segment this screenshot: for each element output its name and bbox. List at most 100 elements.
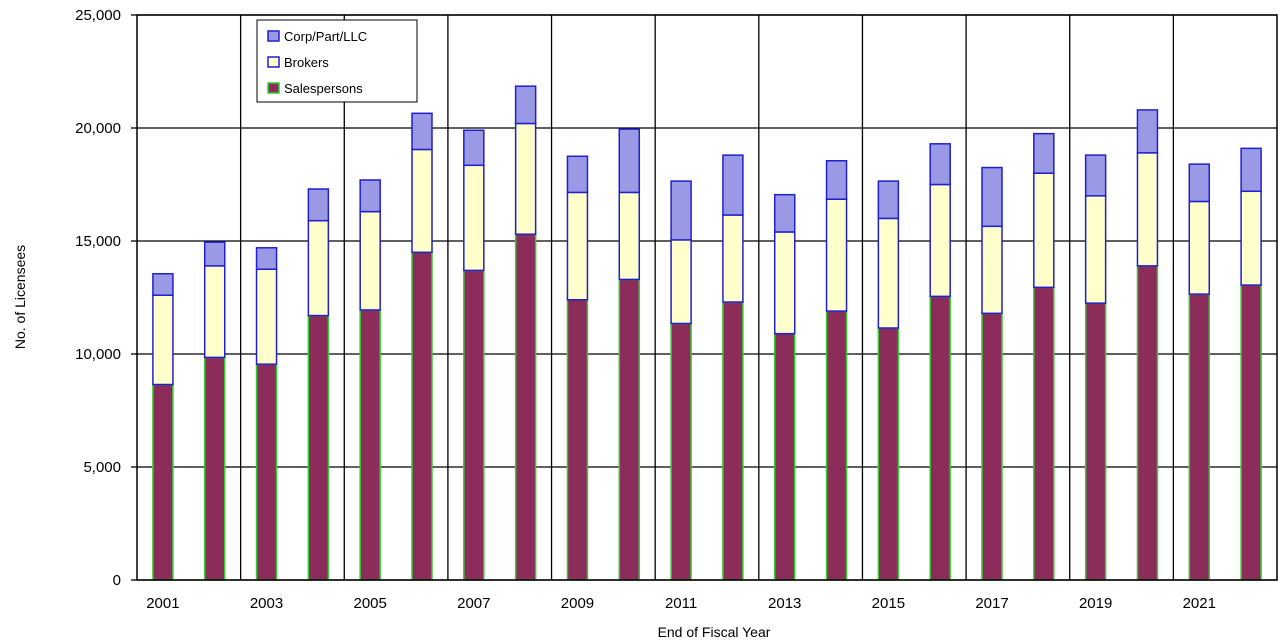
bar-brokers-2007 xyxy=(463,164,485,272)
bar-salespersons-2012 xyxy=(722,301,744,581)
bar-brokers-2011 xyxy=(670,239,692,325)
bar-corp-part-llc-2019 xyxy=(1084,154,1107,197)
x-tick-label: 2019 xyxy=(1079,595,1112,612)
bar-brokers-2008 xyxy=(514,122,537,235)
legend-swatch-brokers xyxy=(267,56,280,68)
bar-corp-part-llc-2009 xyxy=(566,155,589,194)
bar-corp-part-llc-2018 xyxy=(1033,132,1055,174)
bar-brokers-2018 xyxy=(1033,172,1055,289)
bar-salespersons-2018 xyxy=(1033,286,1055,581)
x-tick-label: 2003 xyxy=(250,595,283,612)
bar-brokers-2016 xyxy=(929,183,951,298)
bar-salespersons-2010 xyxy=(618,278,641,581)
bar-corp-part-llc-2015 xyxy=(877,180,900,220)
bar-salespersons-2016 xyxy=(929,295,951,581)
bar-brokers-2002 xyxy=(203,265,226,359)
bar-corp-part-llc-2008 xyxy=(514,85,537,125)
bar-corp-part-llc-2004 xyxy=(307,188,330,222)
bar-corp-part-llc-2002 xyxy=(203,241,226,267)
bar-brokers-2001 xyxy=(152,294,174,386)
x-tick-label: 2021 xyxy=(1183,595,1216,612)
y-axis-title: No. of Licensees xyxy=(12,245,28,349)
bar-corp-part-llc-2003 xyxy=(255,247,278,270)
bar-corp-part-llc-2006 xyxy=(411,112,433,151)
legend-label-salespersons: Salespersons xyxy=(284,81,363,96)
legend-label-corp-part-llc: Corp/Part/LLC xyxy=(284,29,367,44)
bar-brokers-2012 xyxy=(722,214,744,303)
bar-brokers-2013 xyxy=(773,231,796,335)
bar-brokers-2009 xyxy=(566,191,589,301)
bar-salespersons-2020 xyxy=(1136,265,1159,581)
bar-salespersons-2007 xyxy=(463,269,485,581)
bar-salespersons-2009 xyxy=(566,299,589,581)
bar-salespersons-2011 xyxy=(670,322,692,581)
bar-corp-part-llc-2010 xyxy=(618,128,641,194)
bar-corp-part-llc-2005 xyxy=(359,179,381,213)
legend-box xyxy=(256,19,418,103)
bar-salespersons-2006 xyxy=(411,251,433,581)
plot-border xyxy=(136,14,1278,581)
x-tick-labels: 2001 2003 2005 2007 2009 2011 2013 2015 2017 2019… xyxy=(146,595,1216,612)
bar-corp-part-llc-2007 xyxy=(463,129,485,167)
bar-salespersons-2019 xyxy=(1084,302,1107,581)
bar-corp-part-llc-2001 xyxy=(152,273,174,296)
bars xyxy=(152,85,1262,581)
bar-salespersons-2004 xyxy=(307,314,330,581)
bar-corp-part-llc-2012 xyxy=(722,154,744,216)
legend: Corp/Part/LLC Brokers Salespersons xyxy=(256,19,418,103)
bar-salespersons-2003 xyxy=(255,363,278,581)
y-tick-label: 15,000 xyxy=(75,233,121,250)
bar-brokers-2022 xyxy=(1240,190,1262,286)
bar-corp-part-llc-2021 xyxy=(1188,163,1211,203)
bar-brokers-2017 xyxy=(981,225,1003,315)
x-tick-label: 2007 xyxy=(457,595,490,612)
bar-brokers-2004 xyxy=(307,219,330,317)
axes xyxy=(131,14,1278,581)
bar-salespersons-2017 xyxy=(981,312,1003,581)
bar-corp-part-llc-2017 xyxy=(981,166,1003,228)
bar-salespersons-2021 xyxy=(1188,293,1211,581)
bar-corp-part-llc-2016 xyxy=(929,143,951,186)
bar-salespersons-2005 xyxy=(359,309,381,581)
bar-brokers-2021 xyxy=(1188,200,1211,295)
bar-brokers-2006 xyxy=(411,148,433,254)
bar-brokers-2010 xyxy=(618,191,641,281)
bar-salespersons-2013 xyxy=(773,332,796,581)
bar-corp-part-llc-2022 xyxy=(1240,147,1262,193)
x-tick-label: 2011 xyxy=(665,595,697,612)
bar-brokers-2020 xyxy=(1136,152,1159,267)
legend-label-brokers: Brokers xyxy=(284,55,329,70)
x-tick-label: 2001 xyxy=(146,595,179,612)
bar-salespersons-2008 xyxy=(514,233,537,581)
y-tick-label: 0 xyxy=(113,572,121,589)
bar-corp-part-llc-2013 xyxy=(773,193,796,233)
bar-brokers-2005 xyxy=(359,210,381,311)
bar-salespersons-2002 xyxy=(203,356,226,581)
legend-swatch-salespersons xyxy=(267,82,280,94)
x-tick-label: 2017 xyxy=(975,595,1008,612)
x-tick-label: 2005 xyxy=(353,595,386,612)
x-tick-label: 2009 xyxy=(561,595,594,612)
x-tick-label: 2013 xyxy=(768,595,801,612)
bar-brokers-2003 xyxy=(255,268,278,365)
legend-swatch-corp-part-llc xyxy=(267,30,280,42)
bar-brokers-2019 xyxy=(1084,195,1107,304)
y-tick-label: 20,000 xyxy=(75,120,121,137)
y-tick-label: 10,000 xyxy=(75,346,121,363)
bar-corp-part-llc-2011 xyxy=(670,180,692,241)
bar-corp-part-llc-2020 xyxy=(1136,109,1159,154)
bar-salespersons-2015 xyxy=(877,327,900,581)
x-axis-title: End of Fiscal Year xyxy=(658,624,771,640)
bar-brokers-2014 xyxy=(825,198,848,312)
bar-salespersons-2014 xyxy=(825,310,848,581)
bar-corp-part-llc-2014 xyxy=(825,160,848,200)
bar-brokers-2015 xyxy=(877,217,900,329)
bar-salespersons-2022 xyxy=(1240,284,1262,581)
y-tick-label: 25,000 xyxy=(75,7,121,24)
y-tick-label: 5,000 xyxy=(83,459,121,476)
bar-salespersons-2001 xyxy=(152,383,174,581)
y-tick-labels: 0 5,000 10,000 15,000 20,000 25,000 xyxy=(75,7,121,589)
x-tick-label: 2015 xyxy=(872,595,905,612)
